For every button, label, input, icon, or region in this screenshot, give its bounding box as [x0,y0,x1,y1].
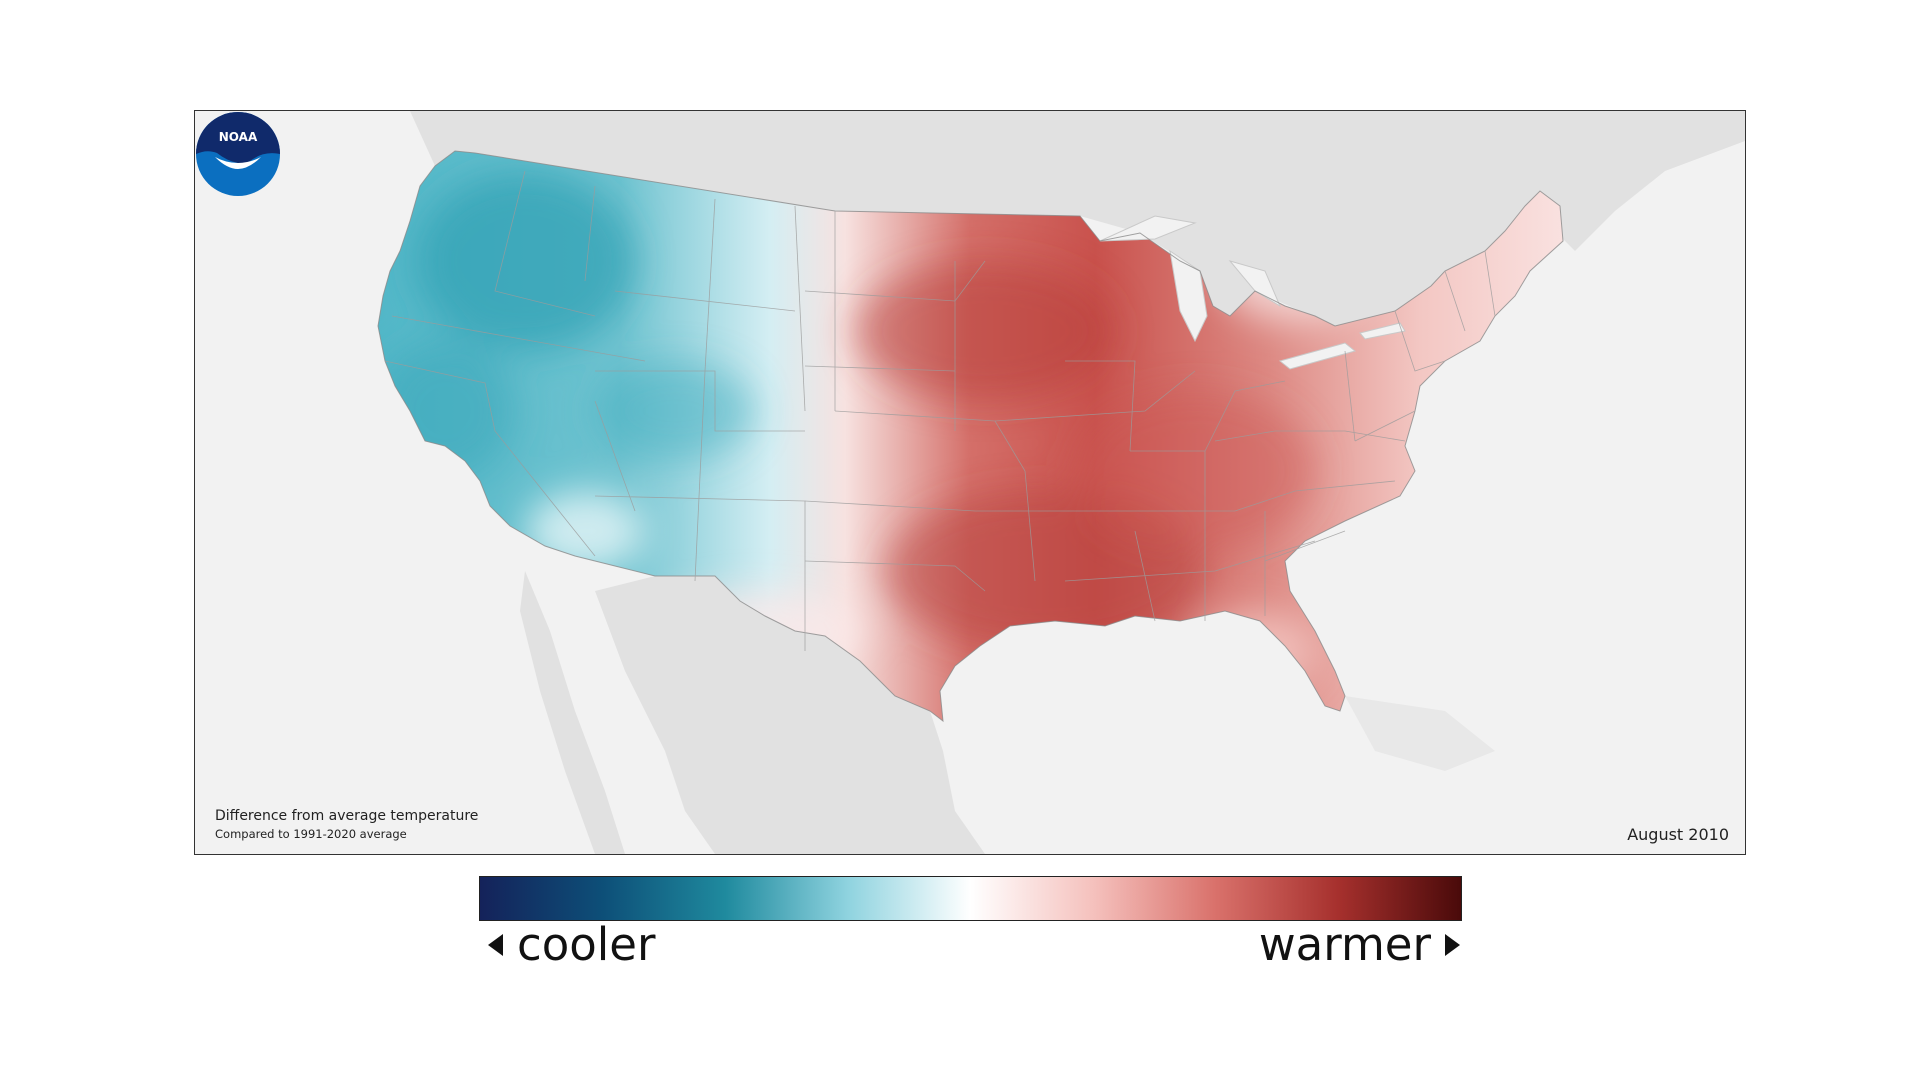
caption-title: Difference from average temperature [215,808,479,824]
great-lakes [1099,215,1406,370]
map-frame: NOAA Difference from average temperature… [194,110,1746,855]
legend-warmer: warmer [1259,918,1460,971]
map-caption: Difference from average temperature Comp… [215,808,478,841]
map-date: August 2010 [1627,825,1729,844]
legend-cooler: cooler [488,918,656,971]
neighboring-land [410,111,1745,854]
color-scale-bar [479,876,1462,921]
arrow-right-icon [1445,933,1460,956]
caption-subtitle: Compared to 1991-2020 average [215,827,407,841]
noaa-logo: NOAA [196,112,280,196]
noaa-logo-text: NOAA [219,130,258,144]
arrow-left-icon [488,933,503,956]
legend-cooler-label: cooler [517,918,656,971]
legend-warmer-label: warmer [1258,918,1431,971]
temperature-anomaly-map [377,111,1745,854]
state-borders [377,150,1564,722]
